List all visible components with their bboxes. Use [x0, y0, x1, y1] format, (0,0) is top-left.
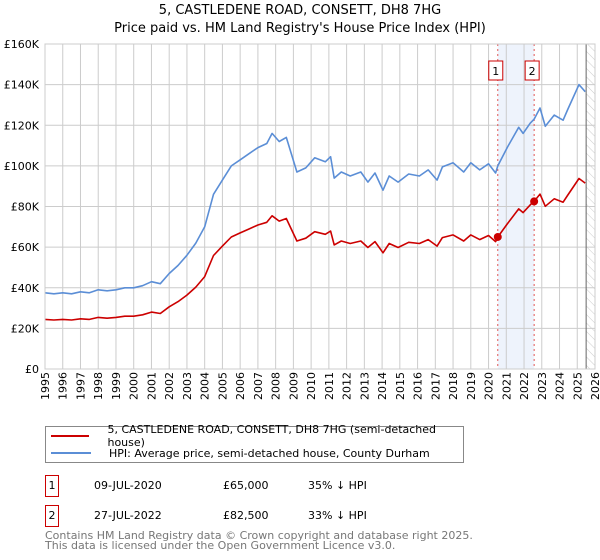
x-tick-label: 1997 [74, 372, 87, 400]
sale-label: 1 [492, 65, 499, 78]
x-tick-label: 1998 [92, 372, 105, 400]
y-tick-label: £0 [25, 363, 39, 376]
x-tick-label: 2007 [252, 372, 265, 400]
x-tick-label: 2009 [287, 372, 300, 400]
price-chart: 1995 1996 1997 1998 1999 2000 2001 2002 2003 2004… [4, 38, 600, 400]
x-tick-label: 2008 [270, 372, 283, 400]
transaction-hpi-diff: 33% ↓ HPI [308, 509, 367, 522]
x-tick-label: 2002 [163, 372, 176, 400]
sale-point [530, 197, 539, 206]
x-tick-label: 2004 [199, 372, 212, 400]
legend-item-hpi: HPI: Average price, semi-detached house,… [46, 445, 430, 461]
y-tick-label: £60K [11, 241, 40, 254]
y-tick-label: £20K [11, 322, 40, 335]
x-tick-label: 2006 [234, 372, 247, 400]
legend-swatch-red [51, 435, 90, 437]
x-tick-label: 2015 [394, 372, 407, 400]
x-tick-label: 2011 [323, 372, 336, 400]
legend-swatch-blue [51, 452, 91, 454]
y-tick-label: £140K [4, 79, 40, 92]
y-tick-label: £160K [4, 38, 40, 51]
x-tick-label: 2017 [429, 372, 442, 400]
legend-item-property: 5, CASTLEDENE ROAD, CONSETT, DH8 7HG (se… [46, 423, 463, 449]
x-tick-label: 1995 [39, 372, 52, 400]
x-tick-label: 2023 [536, 372, 549, 400]
transaction-price: £65,000 [223, 479, 269, 492]
x-tick-label: 2025 [571, 372, 584, 400]
property-series-line [44, 177, 586, 321]
transaction-number: 1 [45, 475, 59, 497]
legend-label: 5, CASTLEDENE ROAD, CONSETT, DH8 7HG (se… [107, 423, 437, 449]
sale-label-box [524, 60, 540, 81]
x-tick-label: 1999 [110, 372, 123, 400]
x-tick-label: 2022 [518, 372, 531, 400]
hpi-series-line [44, 83, 586, 295]
x-tick-label: 2021 [500, 372, 513, 400]
sale-label: 2 [529, 65, 536, 78]
chart-subtitle: Price paid vs. HM Land Registry's House … [114, 21, 486, 36]
x-tick-label: 2024 [554, 372, 567, 400]
transaction-date: 27-JUL-2022 [94, 509, 162, 522]
x-tick-label: 2010 [305, 372, 318, 400]
x-tick-label: 2018 [447, 372, 460, 400]
y-tick-label: £100K [4, 160, 40, 173]
x-tick-label: 2000 [128, 372, 141, 400]
transaction-price: £82,500 [223, 509, 269, 522]
x-tick-label: 2003 [181, 372, 194, 400]
y-tick-label: £120K [4, 119, 40, 132]
y-tick-label: £40K [11, 282, 40, 295]
transaction-number: 2 [45, 505, 59, 527]
legend-label: HPI: Average price, semi-detached house,… [109, 446, 430, 460]
sale-label-box [488, 60, 504, 81]
x-tick-label: 2012 [341, 372, 354, 400]
x-tick-label: 2016 [412, 372, 425, 400]
transaction-date: 09-JUL-2020 [94, 479, 162, 492]
x-tick-label: 2026 [589, 372, 600, 400]
transaction-hpi-diff: 35% ↓ HPI [308, 479, 367, 492]
x-tick-label: 2020 [483, 372, 496, 400]
sale-point [493, 232, 502, 241]
footer-copyright: Contains HM Land Registry data © Crown c… [45, 529, 473, 542]
x-tick-label: 2001 [145, 372, 158, 400]
chart-title: 5, CASTLEDENE ROAD, CONSETT, DH8 7HG [158, 3, 442, 18]
y-tick-label: £80K [11, 201, 40, 214]
x-tick-label: 2005 [216, 372, 229, 400]
footer: Contains HM Land Registry data © Crown c… [45, 529, 473, 552]
plot-frame [44, 43, 596, 370]
x-tick-label: 1996 [57, 372, 70, 400]
legend: 5, CASTLEDENE ROAD, CONSETT, DH8 7HG (se… [45, 423, 464, 463]
footer-licence: This data is licensed under the Open Gov… [45, 539, 396, 552]
x-tick-label: 2014 [376, 372, 389, 400]
x-tick-label: 2019 [465, 372, 478, 400]
x-tick-label: 2013 [358, 372, 371, 400]
